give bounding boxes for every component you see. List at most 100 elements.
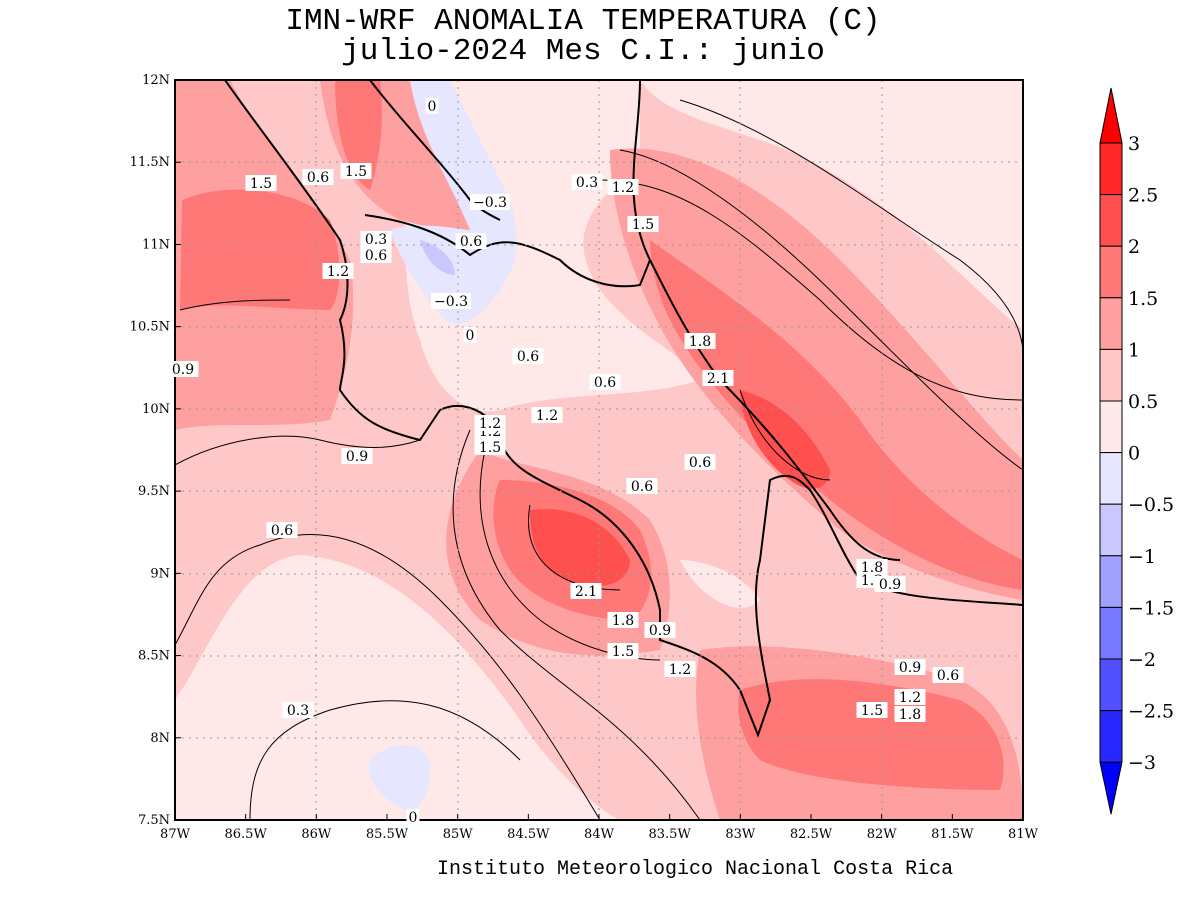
contour-label-bg — [932, 667, 964, 683]
contour-label-bg — [531, 407, 563, 423]
contour-label: 1.8 — [689, 334, 711, 350]
contour-label-bg — [894, 689, 926, 705]
graticule — [175, 80, 1023, 820]
band-neg-0.5-0 — [369, 745, 431, 812]
contour-label-bg — [626, 478, 658, 494]
colorbar-arrow-top — [1099, 87, 1123, 144]
band-2-2.5 — [740, 390, 830, 489]
contour-label-bg — [589, 374, 621, 390]
contour-label-bg — [431, 293, 471, 309]
footer-credit: Instituto Meteorologico Nacional Costa R… — [437, 858, 954, 881]
contour-label: 2.1 — [575, 584, 597, 600]
contour-label-bg — [470, 194, 510, 210]
colorbar-label: 0 — [1128, 443, 1140, 465]
contour-label-bg — [684, 333, 716, 349]
colorbar-swatch — [1099, 245, 1123, 299]
colorbar-label: 1.5 — [1128, 288, 1158, 310]
lon-tick-label: 84W — [584, 827, 615, 842]
contour-label-bg — [684, 454, 716, 470]
contour-label: 1.5 — [612, 644, 634, 660]
contour-label: 1.2 — [899, 690, 921, 706]
contour-label-bg — [607, 643, 639, 659]
lon-tick-label: 87W — [160, 827, 191, 842]
band-1.5-2 — [738, 679, 1004, 790]
band-0-0.5 — [640, 80, 1023, 330]
contour-label: 0.3 — [365, 232, 387, 248]
contour-label: 1.2 — [669, 662, 691, 678]
contour-label-bg — [406, 809, 420, 825]
contour-label-bg — [644, 622, 676, 638]
contour-label: 1.5 — [479, 440, 501, 456]
lon-tick-label: 84.5W — [507, 827, 550, 842]
band-0-0.5 — [175, 555, 620, 820]
contour-label: 1.5 — [345, 164, 367, 180]
contour-label-bg — [894, 706, 926, 722]
colorbar-swatch — [1099, 555, 1123, 608]
lon-tick-label: 86.5W — [225, 827, 268, 842]
anomaly-field — [175, 80, 1023, 820]
colorbar-swatch — [1099, 452, 1123, 505]
border-nicaragua — [364, 214, 651, 288]
colorbar-label: −1.5 — [1128, 597, 1174, 619]
contour-label: 0.3 — [576, 175, 598, 191]
lat-tick-label: 8N — [150, 731, 170, 746]
contour-label: 0.6 — [631, 479, 653, 495]
contour-label: 1.2 — [327, 264, 349, 280]
contour-label-bg — [512, 348, 544, 364]
contour-label: −0.3 — [473, 195, 507, 211]
contour-label-bg — [874, 576, 906, 592]
colorbar-swatch — [1099, 710, 1123, 763]
lat-tick-label: 9.5N — [138, 484, 170, 499]
lat-tick-label: 10.5N — [130, 320, 170, 335]
contour-label: 0.9 — [879, 577, 901, 593]
contour-label-bg — [607, 612, 639, 628]
contour-label-bg — [570, 583, 602, 599]
contour-label-bg — [322, 263, 354, 279]
contour-label: 1.2 — [612, 180, 634, 196]
lat-tick-label: 11N — [142, 237, 170, 252]
contour-label: 1.8 — [612, 613, 634, 629]
lon-tick-label: 86W — [301, 827, 332, 842]
contour-label-bg — [282, 702, 314, 718]
colorbar-arrow-bottom — [1099, 761, 1123, 815]
contour-label: 1.2 — [536, 408, 558, 424]
contour-lines — [175, 99, 1023, 820]
colorbar-label: −1 — [1128, 546, 1156, 568]
colorbar-label: 1 — [1128, 339, 1140, 361]
contour-label: 0.9 — [649, 623, 671, 639]
colorbar-label: 2 — [1128, 236, 1140, 258]
colorbar-label: 0.5 — [1128, 391, 1158, 413]
lat-tick-label: 12N — [142, 73, 170, 88]
colorbar-swatch — [1099, 606, 1123, 660]
contour-label: 0 — [409, 810, 418, 826]
contour-label-bg — [627, 216, 659, 232]
contour-label-bg — [607, 179, 639, 195]
colorbar-swatch — [1099, 400, 1123, 454]
contour-label-bg — [455, 233, 487, 249]
contour-label-bg — [266, 522, 298, 538]
band-neg-1-0.5 — [420, 240, 455, 275]
contour-label: 0.9 — [172, 362, 194, 378]
contour-label-bg — [664, 661, 696, 677]
lat-tick-label: 10N — [142, 402, 170, 417]
lat-tick-label: 9N — [150, 566, 170, 581]
contour-label: 0.3 — [287, 703, 309, 719]
band-neg-0.5-0 — [390, 80, 517, 324]
lat-tick-label: 11.5N — [130, 155, 170, 170]
coastline — [224, 80, 1023, 738]
colorbar-swatch — [1099, 658, 1123, 712]
colorbar-swatch — [1099, 503, 1123, 557]
contour-label-bg — [474, 415, 506, 431]
contour-label: 0.6 — [307, 170, 329, 186]
coastline-nw — [369, 80, 501, 221]
lat-tick-label: 8.5N — [138, 649, 170, 664]
colorbar: 3 2.5 2 1.5 1 0.5 0 −0.5 −1 −1.5 −2 −2.5 −3 — [1099, 87, 1174, 815]
contour-label: −0.3 — [434, 294, 468, 310]
lon-tick-label: 81.5W — [931, 827, 974, 842]
contour-label: 0 — [428, 99, 437, 115]
contour-label: 2.1 — [707, 371, 729, 387]
band-0-0.5 — [680, 560, 760, 608]
lon-tick-label: 83W — [725, 827, 756, 842]
contour-label: 1.8 — [899, 707, 921, 723]
